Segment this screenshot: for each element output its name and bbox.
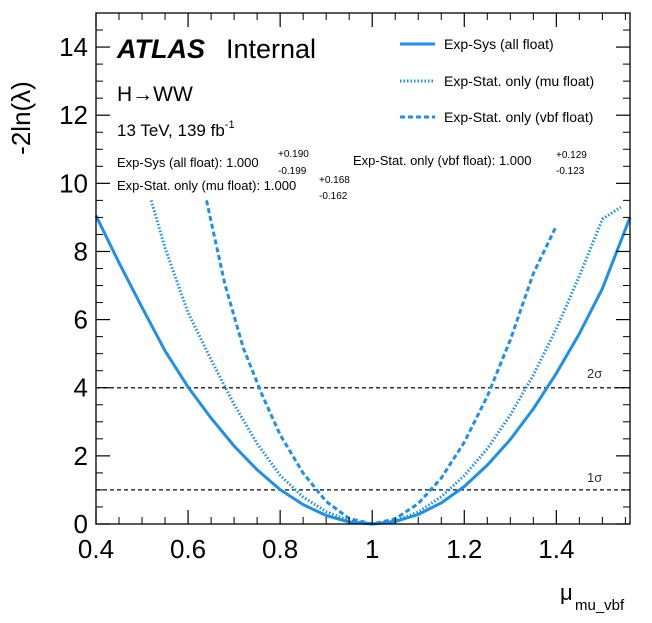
- curve-stat-vbf: [205, 200, 558, 526]
- one-sigma-label: 1σ: [587, 470, 602, 485]
- curves: [94, 199, 632, 526]
- y-tick-label: 8: [74, 236, 88, 266]
- x-axis-label-subscript: mu_vbf: [575, 597, 625, 614]
- reference-lines: [96, 386, 630, 491]
- x-tick-label: 1.2: [446, 534, 482, 564]
- result-stat-vbf-down: -0.123: [556, 166, 585, 177]
- legend: Exp-Sys (all float) Exp-Stat. only (mu f…: [400, 36, 594, 125]
- y-tick-label: 10: [59, 168, 88, 198]
- x-tick-label: 0.8: [262, 534, 298, 564]
- y-tick-label: 14: [59, 32, 88, 62]
- result-exp-sys-text: Exp-Sys (all float): 1.000: [117, 155, 259, 170]
- result-stat-mu-down: -0.162: [319, 191, 348, 202]
- result-stat-vbf-text: Exp-Stat. only (vbf float): 1.000: [353, 153, 532, 168]
- result-stat-mu-up: +0.168: [319, 175, 350, 186]
- curve-exp-sys: [94, 215, 632, 526]
- result-exp-sys-up: +0.190: [278, 149, 309, 160]
- internal-label: Internal: [226, 34, 316, 64]
- legend-label-stat-vbf: Exp-Stat. only (vbf float): [444, 109, 593, 125]
- two-sigma-label: 2σ: [587, 366, 602, 381]
- y-axis-label: -2ln(λ): [6, 81, 36, 155]
- x-tick-label: 0.6: [170, 534, 206, 564]
- result-stat-vbf: Exp-Stat. only (vbf float): 1.000 +0.129…: [353, 150, 587, 177]
- result-stat-mu-text: Exp-Stat. only (mu float): 1.000: [117, 178, 296, 193]
- x-tick-label: 1: [365, 534, 379, 564]
- curve-stat-mu: [149, 199, 622, 526]
- x-axis-label: μ: [560, 580, 573, 605]
- result-exp-sys: Exp-Sys (all float): 1.000 +0.190 -0.199: [117, 149, 309, 177]
- result-stat-vbf-up: +0.129: [556, 150, 587, 161]
- x-tick-label: 0.4: [78, 534, 114, 564]
- y-tick-label: 0: [74, 509, 88, 539]
- result-stat-mu: Exp-Stat. only (mu float): 1.000 +0.168 …: [117, 175, 350, 202]
- y-tick-label: 12: [59, 100, 88, 130]
- legend-label-stat-mu: Exp-Stat. only (mu float): [444, 73, 594, 89]
- y-tick-label: 6: [74, 305, 88, 335]
- result-exp-sys-down: -0.199: [278, 166, 307, 177]
- y-tick-label: 4: [74, 373, 88, 403]
- x-tick-label: 1.4: [538, 534, 574, 564]
- atlas-label: ATLAS: [116, 34, 205, 64]
- energy-lumi-label: 13 TeV, 139 fb-1: [117, 119, 235, 140]
- legend-label-exp-sys: Exp-Sys (all float): [444, 36, 554, 52]
- axes: 0.4 0.6 0.8 1 1.2 1.4 0 2 4 6 8 10 12 14: [59, 13, 630, 564]
- process-label: H→WW: [117, 83, 193, 106]
- y-tick-label: 2: [74, 441, 88, 471]
